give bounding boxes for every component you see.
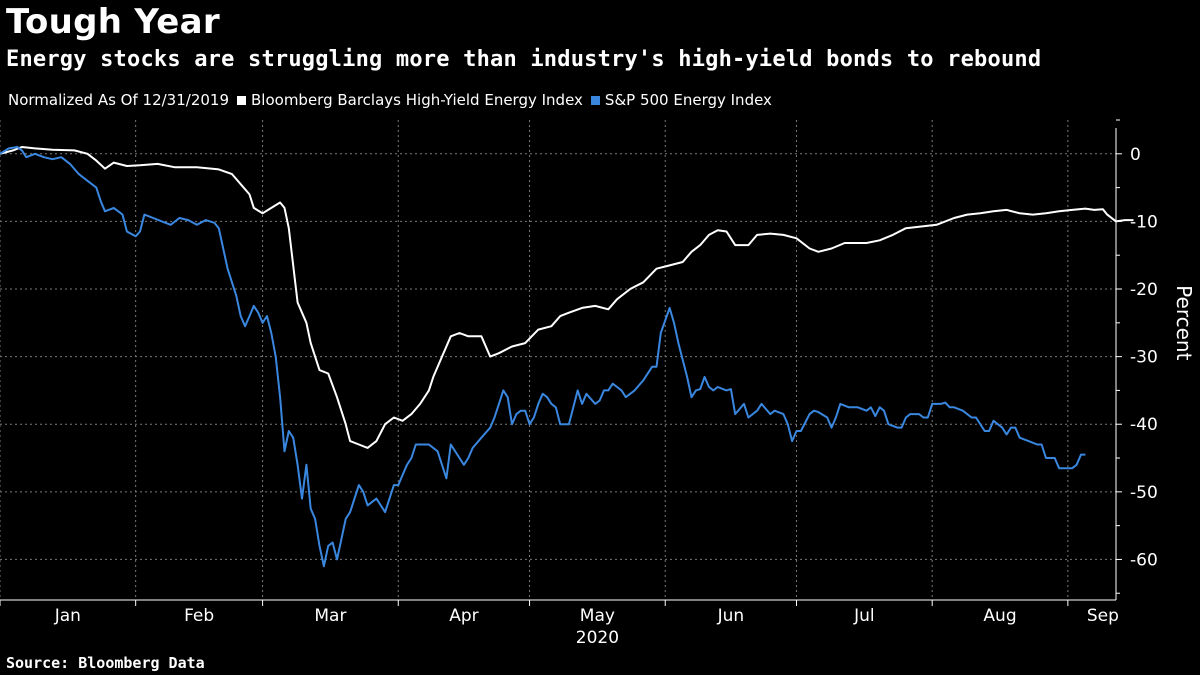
x-tick-label: Jul	[853, 606, 875, 626]
axis-labels: 0 -10 -20 -30 -40 -50 -60 Jan Feb Mar Apr May Jun Jul…	[54, 145, 1196, 648]
gridlines	[0, 120, 1116, 600]
legend-note: Normalized As Of 12/31/2019	[8, 91, 229, 109]
chart-title: Tough Year	[6, 2, 220, 42]
legend-note-text: Normalized As Of 12/31/2019	[8, 91, 229, 109]
x-tick-label: Mar	[314, 606, 346, 626]
y-tick-label: -30	[1130, 348, 1158, 368]
series-line-sp500	[0, 146, 1086, 568]
legend-item-sp500: S&P 500 Energy Index	[590, 91, 772, 109]
x-tick-label: Jan	[54, 606, 81, 626]
series-line-high-yield	[0, 146, 1134, 449]
source-note: Source: Bloomberg Data	[6, 654, 205, 672]
x-tick-label: Sep	[1087, 606, 1119, 626]
chart-subtitle: Energy stocks are struggling more than i…	[6, 47, 1042, 72]
y-axis-title: Percent	[1172, 285, 1196, 360]
legend-label-high-yield: Bloomberg Barclays High-Yield Energy Ind…	[251, 91, 583, 109]
x-tick-label: Feb	[184, 606, 214, 626]
y-tick-label: -10	[1130, 212, 1158, 232]
y-tick-label: -40	[1130, 415, 1158, 435]
series-lines	[0, 146, 1134, 568]
legend-swatch-sp500	[590, 95, 600, 105]
y-tick-label: -50	[1130, 483, 1158, 503]
y-tick-label: 0	[1130, 145, 1141, 165]
x-tick-label: Apr	[449, 606, 478, 626]
x-tick-label: Aug	[983, 606, 1016, 626]
legend: Normalized As Of 12/31/2019 Bloomberg Ba…	[8, 91, 780, 109]
x-tick-label: Jun	[717, 606, 745, 626]
y-tick-label: -60	[1130, 550, 1158, 570]
y-tick-label: -20	[1130, 280, 1158, 300]
legend-swatch-high-yield	[237, 95, 246, 105]
axes	[0, 119, 1122, 606]
legend-item-high-yield: Bloomberg Barclays High-Yield Energy Ind…	[237, 91, 583, 109]
x-year-label: 2020	[576, 628, 619, 648]
x-tick-label: May	[580, 606, 615, 626]
legend-label-sp500: S&P 500 Energy Index	[604, 91, 772, 109]
